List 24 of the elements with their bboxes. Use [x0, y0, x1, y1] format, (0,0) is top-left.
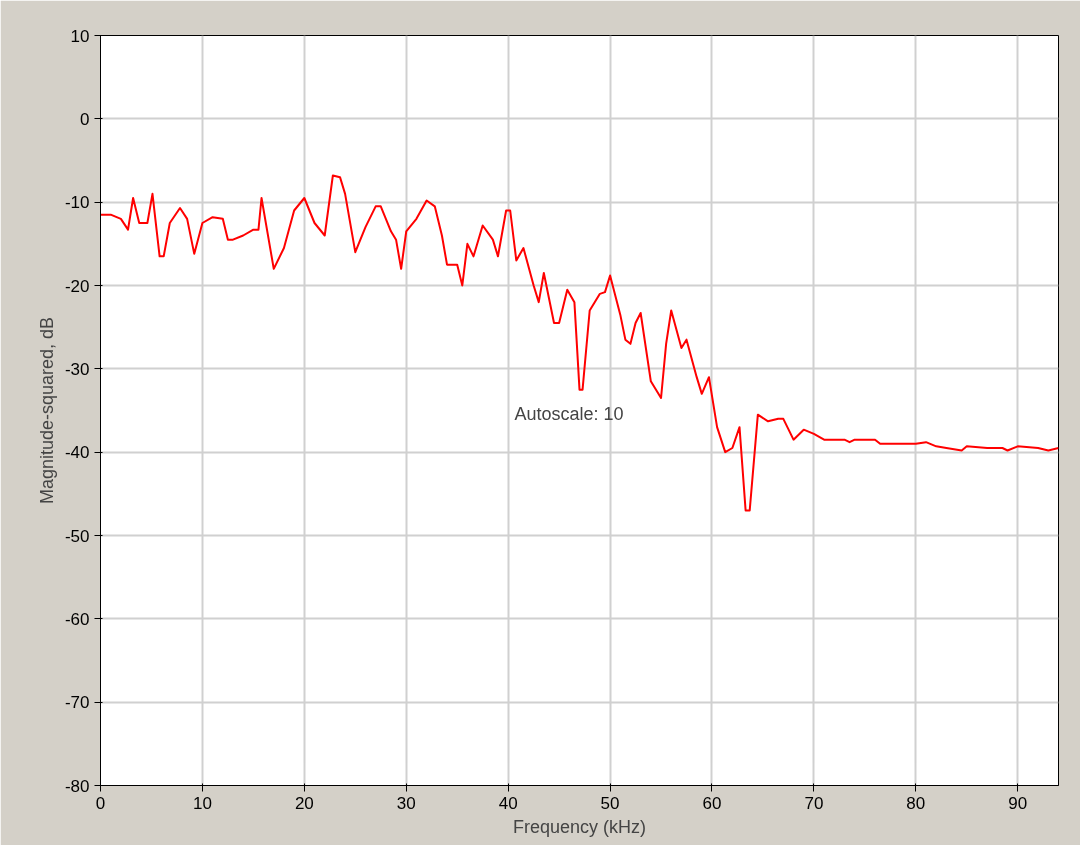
line-series — [100, 174, 1059, 512]
x-tick-label: 20 — [294, 793, 314, 813]
y-tick-label: 10 — [70, 26, 90, 46]
y-tick-label: -40 — [64, 443, 90, 463]
x-tick-label: 70 — [804, 793, 824, 813]
y-axis-title: Magnitude-squared, dB — [36, 316, 57, 505]
y-tick-label: -80 — [64, 776, 90, 796]
x-tick-label: 80 — [906, 793, 926, 813]
y-tick-label: -30 — [64, 359, 90, 379]
y-tick-label: -60 — [64, 609, 90, 629]
y-tick-label: -70 — [64, 693, 90, 713]
x-tick-label: 90 — [1008, 793, 1028, 813]
x-axis-title: Frequency (kHz) — [512, 816, 647, 837]
x-tick-label: 0 — [95, 793, 106, 813]
y-tick-label: 0 — [80, 109, 90, 129]
x-tick-label: 40 — [498, 793, 518, 813]
y-tick-label: -50 — [64, 526, 90, 546]
x-tick-label: 60 — [702, 793, 722, 813]
x-tick-label: 10 — [192, 793, 212, 813]
annotation: Autoscale: 10 — [514, 403, 624, 424]
x-tick-label: 50 — [600, 793, 620, 813]
x-tick-label: 30 — [396, 793, 416, 813]
y-tick-label: -20 — [64, 276, 90, 296]
y-tick-label: -10 — [64, 193, 90, 213]
